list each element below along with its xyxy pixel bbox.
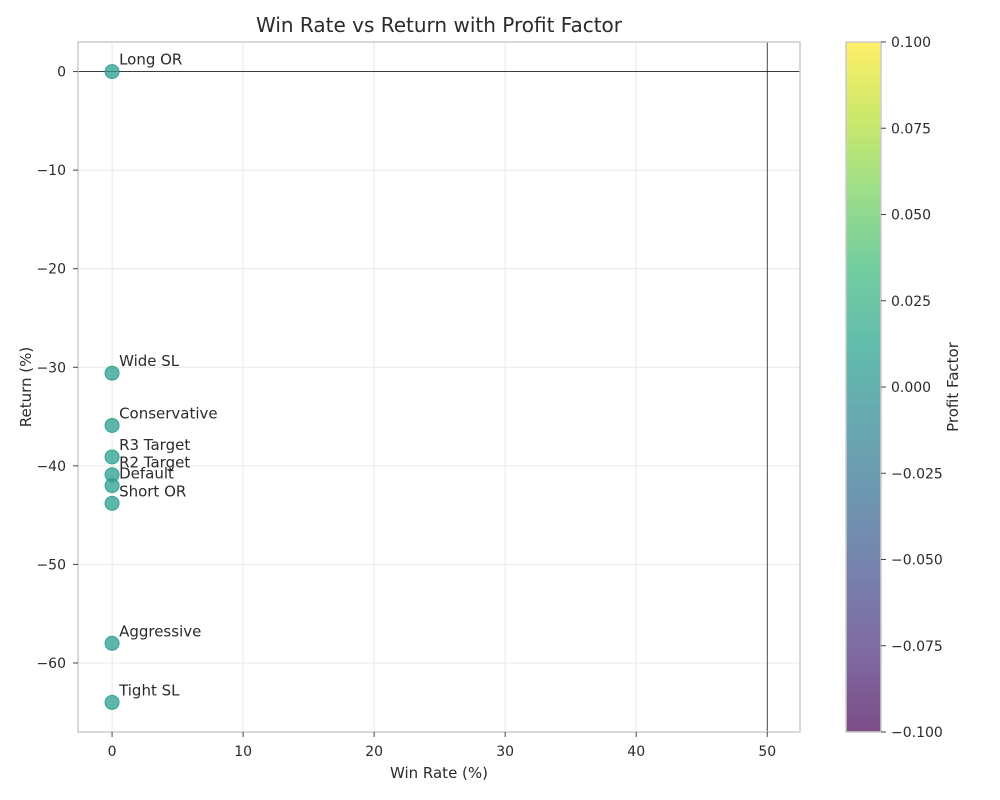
colorbar-tick-label: −0.025 <box>891 466 943 482</box>
x-tick-label: 10 <box>234 744 252 760</box>
colorbar-tick-label: −0.050 <box>891 553 943 569</box>
colorbar-tick-label: −0.100 <box>891 725 943 741</box>
colorbar: 0.100 0.075 0.050 0.025 0.000 −0.025 −0.050 −0.… <box>845 35 962 741</box>
chart-title: Win Rate vs Return with Profit Factor <box>256 13 623 37</box>
colorbar-tick-label: 0.025 <box>891 294 931 310</box>
data-point <box>104 417 120 433</box>
x-tick-label: 50 <box>758 744 776 760</box>
x-tick-label: 40 <box>627 744 645 760</box>
data-point <box>104 365 120 381</box>
x-tick-label: 30 <box>496 744 514 760</box>
colorbar-tick-label: 0.050 <box>891 208 931 224</box>
colorbar-tick-label: 0.000 <box>891 380 931 396</box>
y-axis-ticks: 0 −10 −20 −30 −40 −50 −60 <box>36 65 78 672</box>
y-tick-label: −30 <box>36 360 66 376</box>
x-axis-title: Win Rate (%) <box>390 764 488 782</box>
y-tick-label: −50 <box>36 557 66 573</box>
data-point <box>104 449 120 465</box>
y-tick-label: 0 <box>57 65 66 81</box>
point-label: Aggressive <box>119 622 201 640</box>
colorbar-title: Profit Factor <box>944 341 962 432</box>
point-label: Tight SL <box>118 681 180 699</box>
y-axis-title: Return (%) <box>17 347 35 428</box>
colorbar-gradient <box>846 42 881 732</box>
reference-lines <box>78 42 800 732</box>
y-tick-label: −10 <box>36 163 66 179</box>
y-tick-label: −60 <box>36 656 66 672</box>
colorbar-tick-label: −0.075 <box>891 639 943 655</box>
data-point <box>104 478 120 494</box>
point-label: Wide SL <box>119 352 180 370</box>
point-label: Conservative <box>119 404 218 422</box>
y-tick-label: −40 <box>36 459 66 475</box>
point-label: Default <box>119 465 174 483</box>
point-label: Long OR <box>119 51 182 69</box>
x-tick-label: 20 <box>365 744 383 760</box>
data-point <box>104 635 120 651</box>
point-label: Short OR <box>119 482 186 500</box>
x-axis-ticks: 0 10 20 30 40 50 <box>108 732 776 760</box>
data-point <box>104 694 120 710</box>
data-points <box>104 64 120 710</box>
point-label: R2 Target <box>119 454 190 472</box>
y-tick-label: −20 <box>36 262 66 278</box>
plot-frame <box>77 41 801 733</box>
data-point <box>104 64 120 80</box>
x-tick-label: 0 <box>108 744 117 760</box>
colorbar-tick-label: 0.075 <box>891 121 931 137</box>
point-label: R3 Target <box>119 436 190 454</box>
colorbar-tick-label: 0.100 <box>891 35 931 51</box>
colorbar-ticks: 0.100 0.075 0.050 0.025 0.000 −0.025 −0.050 −0.… <box>881 35 943 741</box>
data-point <box>104 495 120 511</box>
